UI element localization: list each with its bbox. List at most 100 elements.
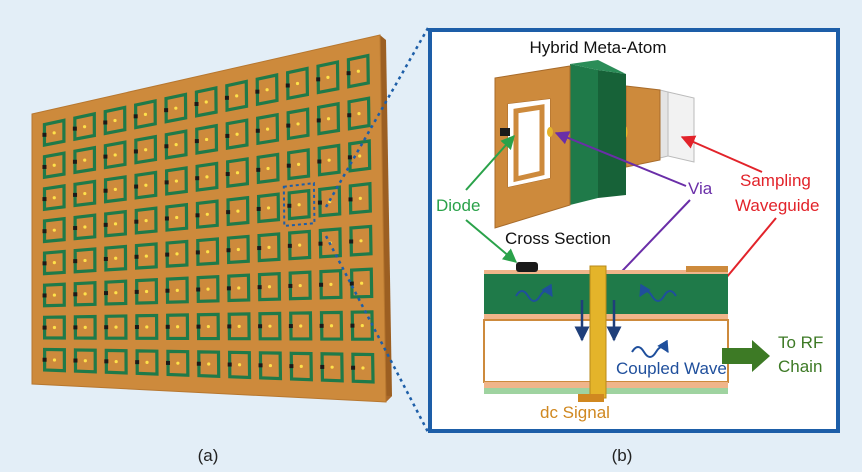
meta-atom-via-dot (83, 292, 87, 296)
meta-atom-cell (287, 188, 311, 221)
meta-atom-ring (195, 161, 219, 192)
dc-signal-label: dc Signal (540, 403, 610, 422)
diode-arrow-down (465, 219, 518, 263)
meta-atom-ring (104, 314, 128, 340)
meta-atom-cell (72, 111, 96, 142)
caption-a: (a) (198, 446, 219, 465)
cross-section (483, 262, 729, 402)
meta-atom-diode (195, 250, 200, 255)
meta-atom-via-dot (298, 243, 302, 247)
meta-atom-cell (165, 239, 189, 268)
meta-atom-ring (318, 185, 342, 218)
meta-atom-ring (227, 312, 251, 341)
meta-atom-cell (42, 249, 66, 276)
meta-atom-cell (288, 270, 312, 301)
meta-atom-ring (73, 179, 97, 208)
meta-atom-diode (73, 358, 78, 363)
meta-atom-cell (103, 140, 127, 170)
coupled-wave-label: Coupled Wave (616, 359, 727, 378)
meta-atom-ring (351, 352, 375, 384)
meta-atom-cell (289, 351, 313, 382)
meta-atom-cell (227, 350, 252, 380)
meta-atom-ring (196, 274, 220, 304)
meta-atom-diode (351, 365, 356, 370)
meta-atom-diode (286, 123, 291, 128)
meta-atom-ring (196, 237, 220, 266)
meta-atom-via-dot (360, 323, 364, 328)
meta-atom-via-dot (299, 324, 303, 328)
via-arrow-up (554, 131, 687, 187)
meta-atom-diode (255, 89, 260, 94)
meta-atom-via-dot (204, 100, 208, 104)
meta-atom-via-dot (52, 293, 57, 297)
meta-atom-diode (226, 286, 231, 291)
meta-atom-cell (166, 349, 190, 377)
meta-atom-via-dot (144, 254, 148, 258)
meta-atom-via-dot (144, 219, 148, 223)
meta-atom-ring (42, 184, 66, 212)
meta-atom-via-dot (326, 75, 330, 79)
meta-atom-ring (346, 53, 370, 89)
meta-atom-grid (42, 53, 375, 384)
meta-atom-cell (287, 229, 312, 261)
meta-atom-via-dot (235, 94, 239, 98)
meta-atom-via-dot (237, 363, 242, 367)
meta-atom-cell (165, 313, 190, 341)
substrate-slab-top (570, 60, 626, 74)
meta-atom-ring (318, 227, 342, 259)
meta-atom-ring (227, 350, 252, 380)
meta-atom-cell (227, 312, 251, 341)
meta-atom-via-dot (175, 215, 179, 220)
meta-atom-ring (73, 348, 97, 374)
meta-atom-via-dot (175, 288, 179, 292)
meta-atom-diode (227, 324, 232, 329)
meta-atom-via-dot (144, 148, 148, 152)
sampling-arrow-up (680, 135, 763, 173)
meta-atom-cell (255, 112, 280, 146)
meta-atom-ring (349, 224, 373, 257)
meta-atom-diode (104, 291, 109, 296)
meta-atom-ring (316, 60, 340, 95)
meta-atom-ring (104, 244, 128, 272)
meta-atom-via-dot (113, 153, 117, 157)
meta-atom-via-dot (145, 360, 149, 364)
meta-atom-via-dot (205, 175, 209, 179)
meta-atom-via-dot (329, 282, 333, 286)
meta-atom-diode (103, 154, 108, 159)
meta-atom-via-dot (265, 127, 270, 131)
meta-atom-via-dot (329, 324, 334, 328)
meta-atom-via-dot (267, 245, 271, 249)
meta-atom-via-dot (52, 325, 57, 330)
meta-atom-ring (316, 101, 341, 136)
meta-atom-ring (134, 206, 158, 235)
cross-section-label: Cross Section (505, 229, 611, 248)
meta-atom-ring (134, 170, 158, 200)
meta-atom-via-dot (237, 286, 241, 290)
meta-atom-via-dot (175, 252, 179, 256)
meta-atom-ring (73, 247, 97, 274)
meta-atom-via-dot (52, 163, 56, 167)
meta-atom-diode (316, 77, 321, 82)
meta-atom-cell (73, 348, 97, 374)
meta-atom-ring (73, 314, 97, 340)
meta-atom-ring (194, 85, 218, 118)
meta-atom-cell (164, 202, 189, 232)
meta-atom-cell (347, 96, 371, 131)
meta-atom-ring (165, 239, 189, 268)
meta-atom-ring (256, 192, 281, 224)
rf-chain-arrow (722, 340, 770, 372)
meta-atom-ring (226, 234, 250, 265)
meta-atom-via-dot (83, 225, 87, 229)
meta-atom-diode (133, 149, 138, 154)
meta-atom-diode (226, 210, 231, 215)
meta-atom-diode (72, 159, 77, 164)
meta-atom-diode (73, 226, 78, 231)
meta-atom-diode (319, 282, 324, 287)
meta-atom-diode (225, 172, 230, 177)
meta-atom-diode (134, 289, 139, 294)
meta-atom-via-dot (361, 366, 365, 370)
meta-atom-diode (225, 133, 230, 138)
meta-atom-ring (164, 166, 188, 196)
meta-atom-cell (316, 101, 341, 136)
